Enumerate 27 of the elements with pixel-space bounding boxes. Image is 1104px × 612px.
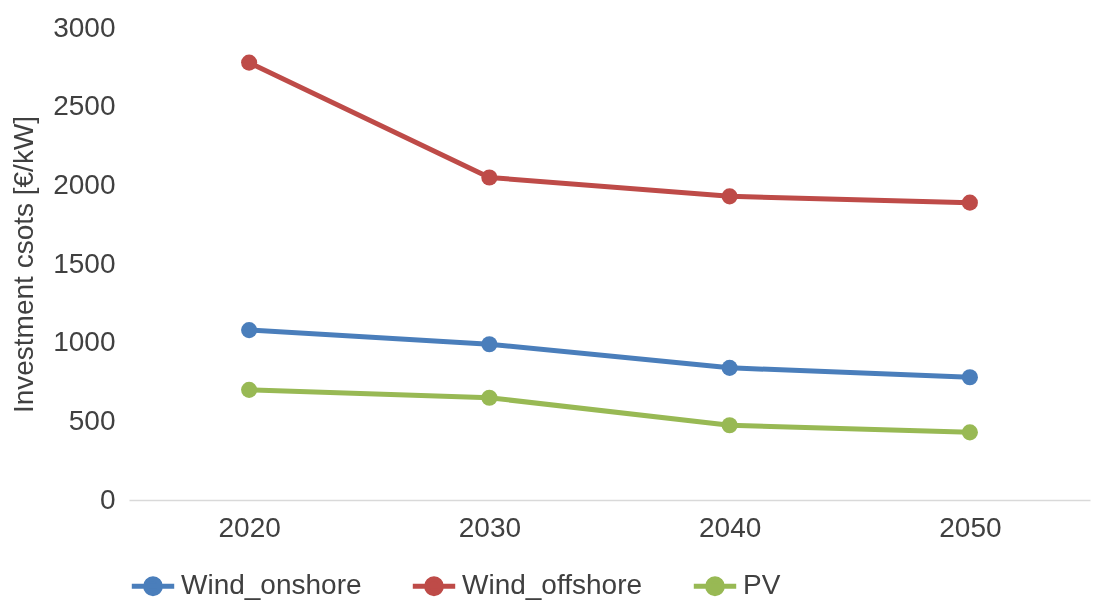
y-tick-label: 1000 xyxy=(53,326,116,358)
point xyxy=(721,359,738,376)
x-tick-label: 2040 xyxy=(698,511,762,543)
x-tick-label: 2020 xyxy=(218,511,281,543)
y-tick-label: 500 xyxy=(68,404,116,436)
legend-label: PV xyxy=(743,569,781,601)
y-tick-label: 0 xyxy=(99,483,116,515)
point xyxy=(721,188,738,205)
point xyxy=(481,169,498,186)
y-axis-title: Investment csots [€/kW] xyxy=(8,115,40,414)
y-tick-label: 2500 xyxy=(53,90,116,122)
point xyxy=(241,381,258,398)
x-tick-label: 2030 xyxy=(458,511,522,543)
point xyxy=(721,417,738,434)
y-tick-label: 3000 xyxy=(53,11,116,43)
y-tick-label: 1500 xyxy=(53,247,116,279)
point xyxy=(241,322,258,339)
point xyxy=(241,54,258,71)
y-tick-label: 2000 xyxy=(53,168,116,200)
point xyxy=(961,424,978,441)
point xyxy=(481,389,498,406)
x-tick-label: 2050 xyxy=(939,511,1002,543)
point xyxy=(481,336,498,353)
point xyxy=(961,369,978,386)
legend-label: Wind_onshore xyxy=(181,569,362,601)
legend-label: Wind_offshore xyxy=(462,569,643,601)
point xyxy=(961,194,978,211)
